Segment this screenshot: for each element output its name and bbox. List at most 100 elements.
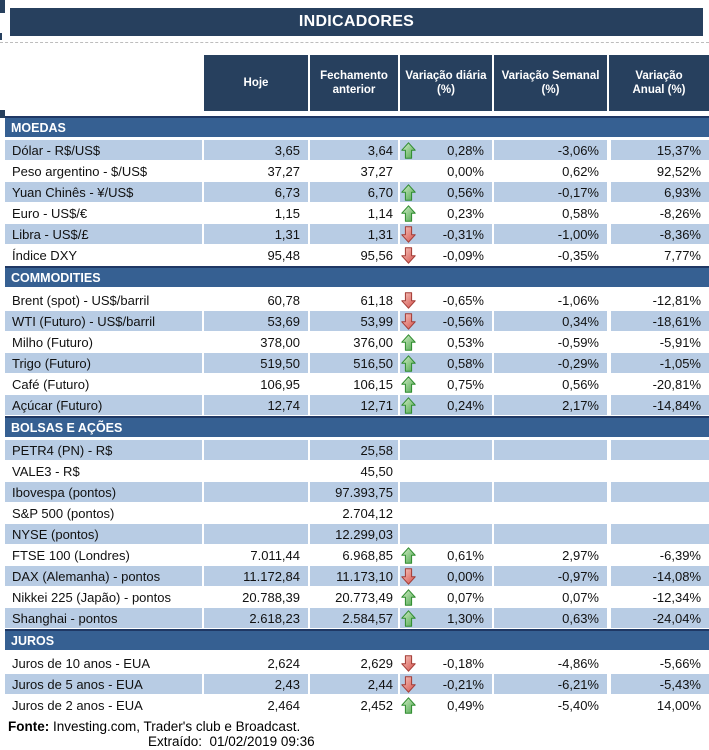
cell-variacao-semanal [492, 503, 607, 524]
cell-variacao-semanal: 0,63% [492, 608, 607, 629]
variacao-diaria-value: 0,53% [447, 334, 484, 350]
cell-hoje: 2.618,23 [202, 608, 308, 629]
row-label: Açúcar (Futuro) [5, 395, 202, 416]
row-label: Juros de 10 anos - EUA [5, 653, 202, 674]
cell-variacao-semanal: -0,97% [492, 566, 607, 587]
screen-edge-artifact [0, 110, 5, 118]
cell-variacao-anual: 15,37% [607, 140, 709, 161]
table-row: Ibovespa (pontos) 97.393,75 [5, 482, 709, 503]
down-arrow-icon [401, 312, 418, 330]
cell-variacao-semanal: -1,00% [492, 224, 607, 245]
cell-variacao-semanal: -5,40% [492, 695, 607, 716]
variacao-diaria-value: 0,00% [447, 568, 484, 584]
cell-variacao-semanal: 0,56% [492, 374, 607, 395]
indicators-table: Hoje Fechamento anterior Variação diária… [5, 55, 709, 749]
cell-hoje: 12,74 [202, 395, 308, 416]
up-arrow-icon [401, 588, 418, 606]
cell-hoje: 95,48 [202, 245, 308, 266]
cell-fechamento-anterior: 20.773,49 [308, 587, 398, 608]
cell-variacao-diaria: -0,18% [398, 653, 492, 674]
up-arrow-icon [401, 396, 418, 414]
cell-variacao-semanal: 0,34% [492, 311, 607, 332]
cell-variacao-anual: -24,04% [607, 608, 709, 629]
cell-variacao-diaria: 0,53% [398, 332, 492, 353]
cell-variacao-semanal: -6,21% [492, 674, 607, 695]
cell-fechamento-anterior: 516,50 [308, 353, 398, 374]
up-arrow-icon [401, 183, 418, 201]
row-label: Brent (spot) - US$/barril [5, 290, 202, 311]
table-row: VALE3 - R$ 45,50 [5, 461, 709, 482]
column-header-label: Hoje [243, 77, 269, 89]
column-header-variacao-semanal: Variação Semanal (%) [492, 55, 607, 111]
cell-fechamento-anterior: 12,71 [308, 395, 398, 416]
cell-variacao-anual: -5,66% [607, 653, 709, 674]
variacao-diaria-value: 0,58% [447, 355, 484, 371]
row-label: Peso argentino - $/US$ [5, 161, 202, 182]
column-header-label: anterior [332, 84, 376, 96]
cell-variacao-diaria: 0,61% [398, 545, 492, 566]
down-arrow-icon [401, 291, 418, 309]
table-row: Milho (Futuro) 378,00 376,00 0,53% -0,59% -5,… [5, 332, 709, 353]
cell-variacao-semanal [492, 482, 607, 503]
cell-variacao-anual: -1,05% [607, 353, 709, 374]
cell-hoje [202, 440, 308, 461]
table-row: Nikkei 225 (Japão) - pontos 20.788,39 20.7… [5, 587, 709, 608]
variacao-diaria-value: 0,28% [447, 142, 484, 158]
variacao-diaria-value: 0,61% [447, 547, 484, 563]
cell-variacao-semanal [492, 461, 607, 482]
section-title: COMMODITIES [11, 270, 101, 285]
cell-variacao-anual: -14,08% [607, 566, 709, 587]
variacao-diaria-value: 0,24% [447, 397, 484, 413]
row-label: Nikkei 225 (Japão) - pontos [5, 587, 202, 608]
row-label: Juros de 5 anos - EUA [5, 674, 202, 695]
up-arrow-icon [401, 333, 418, 351]
row-label: Juros de 2 anos - EUA [5, 695, 202, 716]
up-arrow-icon [401, 141, 418, 159]
cell-variacao-anual: -20,81% [607, 374, 709, 395]
cell-variacao-diaria: 1,30% [398, 608, 492, 629]
row-label: DAX (Alemanha) - pontos [5, 566, 202, 587]
section-title: BOLSAS E AÇÕES [11, 420, 123, 435]
cell-variacao-semanal: 2,97% [492, 545, 607, 566]
cell-fechamento-anterior: 2,452 [308, 695, 398, 716]
cell-variacao-anual: -5,91% [607, 332, 709, 353]
table-row: Juros de 5 anos - EUA 2,43 2,44 -0,21% -6,21… [5, 674, 709, 695]
cell-variacao-anual: -14,84% [607, 395, 709, 416]
table-footer: Fonte: Investing.com, Trader's club e Br… [5, 716, 709, 749]
column-header-label: (%) [437, 84, 455, 96]
cell-variacao-diaria: -0,56% [398, 311, 492, 332]
column-header-label: (%) [541, 84, 560, 96]
cell-variacao-diaria: 0,24% [398, 395, 492, 416]
table-row: Libra - US$/£ 1,31 1,31 -0,31% -1,00% -8,36% [5, 224, 709, 245]
cell-variacao-anual: 92,52% [607, 161, 709, 182]
cell-fechamento-anterior: 25,58 [308, 440, 398, 461]
row-label: Trigo (Futuro) [5, 353, 202, 374]
table-row: Juros de 10 anos - EUA 2,624 2,629 -0,18% -4… [5, 653, 709, 674]
cell-variacao-semanal: -0,17% [492, 182, 607, 203]
cell-variacao-diaria: 0,00% [398, 566, 492, 587]
column-header-variacao-anual: Variação Anual (%) [607, 55, 709, 111]
section-bolsas-e-ac-o-es: BOLSAS E AÇÕES PETR4 (PN) - R$ 25,58 VALE3 … [5, 416, 709, 629]
section-juros: JUROS Juros de 10 anos - EUA 2,624 2,629 -0,… [5, 629, 709, 716]
variacao-diaria-value: -0,31% [442, 226, 484, 242]
cell-variacao-anual: -5,43% [607, 674, 709, 695]
screen-edge-artifact [0, 0, 5, 13]
cell-fechamento-anterior: 61,18 [308, 290, 398, 311]
cell-variacao-semanal [492, 440, 607, 461]
source-label: Fonte: [8, 719, 50, 734]
cell-fechamento-anterior: 12.299,03 [308, 524, 398, 545]
table-row: NYSE (pontos) 12.299,03 [5, 524, 709, 545]
variacao-diaria-value: 0,23% [447, 205, 484, 221]
row-label: VALE3 - R$ [5, 461, 202, 482]
cell-variacao-anual: 14,00% [607, 695, 709, 716]
cell-hoje: 519,50 [202, 353, 308, 374]
cell-variacao-diaria: 0,00% [398, 161, 492, 182]
cell-variacao-anual: 6,93% [607, 182, 709, 203]
row-label: Índice DXY [5, 245, 202, 266]
variacao-diaria-value: 0,56% [447, 184, 484, 200]
cell-variacao-anual: -8,36% [607, 224, 709, 245]
table-row: S&P 500 (pontos) 2.704,12 [5, 503, 709, 524]
cell-variacao-diaria [398, 440, 492, 461]
column-header-label: Anual (%) [632, 84, 686, 96]
cell-variacao-anual [607, 482, 709, 503]
